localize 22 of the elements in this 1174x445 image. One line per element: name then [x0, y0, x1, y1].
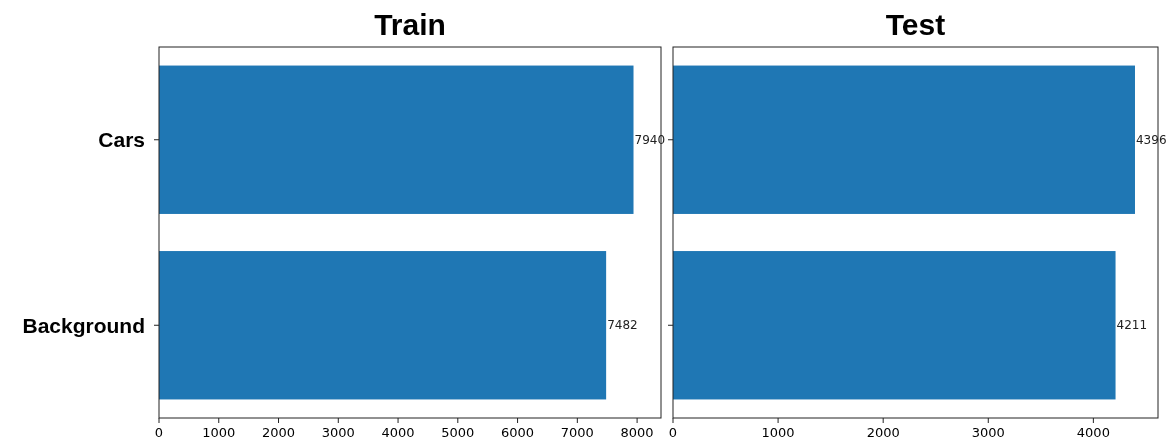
data-label: 7940: [634, 132, 666, 147]
x-tick-label: 6000: [501, 425, 535, 440]
data-label: 4396: [1135, 132, 1167, 147]
y-tick-label: Background: [22, 313, 145, 337]
x-tick-label: 4000: [1076, 425, 1110, 440]
x-tick-label: 0: [668, 425, 678, 440]
x-tick-label: 4000: [381, 425, 415, 440]
x-tick-label: 2000: [261, 425, 296, 440]
data-label: 4211: [1116, 318, 1148, 333]
x-tick-label: 0: [154, 425, 164, 440]
x-tick-label: 1000: [761, 425, 795, 440]
x-tick-label: 1000: [202, 425, 236, 440]
data-label: 7482: [607, 318, 638, 333]
x-tick-label: 8000: [620, 425, 654, 440]
x-tick-label: 3000: [321, 425, 355, 440]
x-tick-label: 3000: [971, 425, 1005, 440]
x-tick-label: 5000: [441, 425, 475, 440]
chart-title: Train: [374, 8, 446, 41]
x-tick-label: 7000: [560, 425, 594, 440]
y-tick-label: Cars: [98, 128, 145, 152]
x-tick-label: 2000: [866, 425, 900, 440]
chart-title: Test: [885, 8, 946, 41]
